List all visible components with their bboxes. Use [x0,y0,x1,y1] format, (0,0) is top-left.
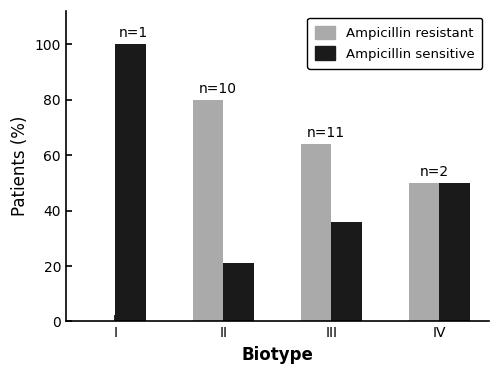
Bar [224,263,254,321]
Y-axis label: Patients (%): Patients (%) [11,116,29,216]
X-axis label: Biotype: Biotype [242,346,314,364]
Bar [193,100,224,321]
Text: n=10: n=10 [199,82,237,96]
Text: n=11: n=11 [307,126,345,140]
Text: n=1: n=1 [119,26,148,40]
Bar [332,222,362,321]
Bar [409,183,440,321]
Bar [116,44,146,321]
Bar [301,144,332,321]
Bar [440,183,470,321]
Legend: Ampicillin resistant, Ampicillin sensitive: Ampicillin resistant, Ampicillin sensiti… [308,18,482,69]
Text: n=2: n=2 [420,165,448,179]
